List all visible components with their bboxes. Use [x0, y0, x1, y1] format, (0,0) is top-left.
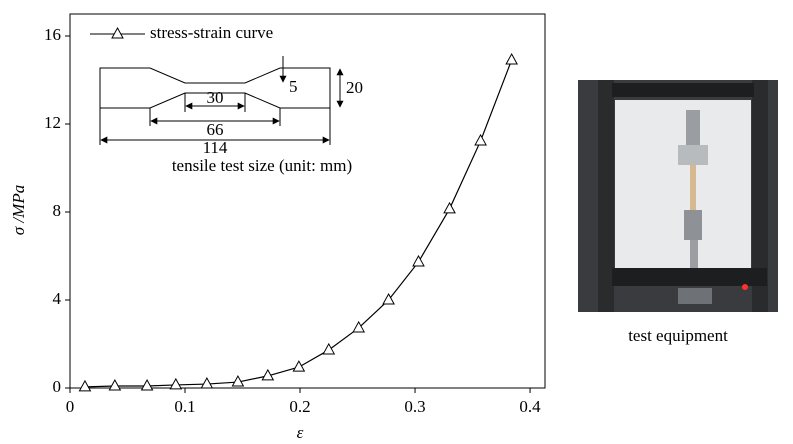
x-tick-label: 0.3	[404, 397, 425, 416]
dimension-label: 66	[207, 120, 224, 139]
data-marker	[322, 342, 336, 355]
photo-crosshead	[612, 268, 767, 286]
data-marker	[412, 254, 425, 267]
inset-caption: tensile test size (unit: mm)	[172, 156, 352, 175]
data-marker	[474, 133, 487, 146]
data-marker	[200, 377, 214, 389]
photo-grip	[684, 210, 702, 240]
photo-specimen	[690, 165, 696, 210]
dimension-label: 5	[289, 77, 298, 96]
photo-grip	[686, 110, 700, 150]
y-tick-label: 16	[44, 25, 61, 44]
data-marker	[352, 320, 366, 333]
legend-marker	[111, 26, 124, 39]
dimension-label: 20	[346, 78, 363, 97]
plot-frame	[69, 13, 546, 389]
photo-column	[598, 80, 614, 312]
y-tick-label: 12	[44, 113, 61, 132]
photo-light	[742, 284, 748, 290]
data-marker	[443, 201, 456, 214]
x-tick-label: 0	[66, 397, 75, 416]
series-line	[84, 59, 513, 388]
dimension-label: 30	[207, 88, 224, 107]
data-marker	[292, 360, 306, 372]
legend-label: stress-strain curve	[150, 23, 273, 42]
photo-crosshead	[612, 83, 754, 97]
x-axis-label: ε	[297, 423, 304, 442]
data-marker	[140, 378, 154, 391]
photo-grip	[678, 145, 708, 165]
data-marker	[505, 52, 518, 65]
y-tick-label: 0	[53, 377, 62, 396]
data-marker	[261, 368, 275, 381]
x-tick-label: 0.4	[519, 397, 541, 416]
photo-caption: test equipment	[628, 326, 728, 345]
x-tick-label: 0.1	[174, 397, 195, 416]
data-marker	[169, 377, 183, 390]
y-axis-label: σ /MPa	[9, 185, 28, 235]
x-tick-label: 0.2	[289, 397, 310, 416]
y-tick-label: 4	[53, 289, 62, 308]
photo-window	[615, 100, 751, 268]
data-marker	[108, 378, 122, 391]
specimen-drawing	[99, 56, 344, 145]
data-marker	[382, 292, 395, 305]
photo-base	[678, 288, 712, 304]
photo-column	[752, 80, 768, 312]
data-marker	[231, 375, 245, 387]
y-tick-label: 8	[53, 201, 62, 220]
data-marker	[78, 379, 92, 392]
photo-rod	[690, 240, 698, 268]
equipment-photo	[578, 80, 778, 312]
dimension-label: 114	[203, 138, 228, 157]
